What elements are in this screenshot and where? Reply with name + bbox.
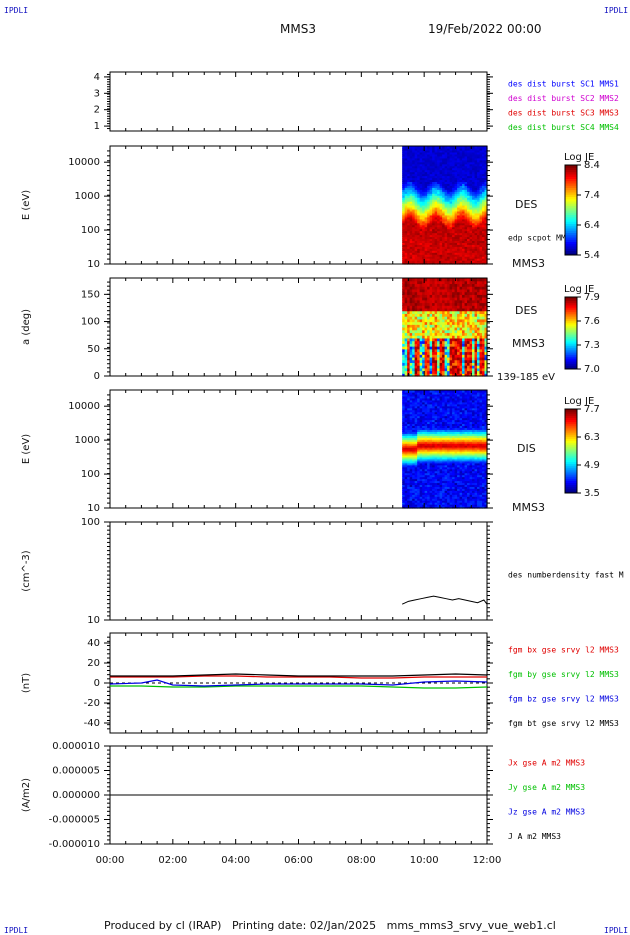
colorbar-tick-label: 6.4: [584, 220, 600, 231]
y-tick-label: 150: [81, 289, 100, 300]
y-tick-label: 100: [81, 225, 100, 236]
colorbar-tick-label: 5.4: [584, 250, 600, 261]
panel-label: DES: [515, 304, 537, 317]
y-tick-label: 4: [94, 72, 100, 83]
legend-entry: des dist burst SC3 MMS3: [508, 109, 619, 118]
panel-label: 139-185 eV: [497, 372, 555, 383]
legend-entry: des dist burst SC4 MMS4: [508, 123, 619, 132]
colorbar-tick-label: 7.9: [584, 292, 600, 303]
legend-entry: des dist burst SC2 MMS2: [508, 94, 619, 103]
panel-label: MMS3: [512, 337, 545, 350]
panel-label: MMS3: [512, 257, 545, 270]
y-tick-label: 2: [94, 105, 100, 116]
y-tick-label: 50: [87, 344, 100, 355]
y-tick-label: 1: [94, 121, 100, 132]
y-tick-label: 3: [94, 88, 100, 99]
colorbar-tick-label: 7.0: [584, 364, 600, 375]
colorbar-tick-label: 7.3: [584, 340, 600, 351]
colorbar-tick-label: 7.6: [584, 316, 600, 327]
panel-label: DES: [515, 198, 537, 211]
y-tick-label: 100: [81, 317, 100, 328]
y-tick-label: 1000: [75, 191, 100, 202]
panel-frame: [110, 72, 487, 131]
y-tick-label: 0: [94, 371, 100, 382]
y-tick-label: 10: [87, 259, 100, 270]
colorbar-tick-label: 8.4: [584, 160, 600, 171]
legend-entry: des dist burst SC1 MMS1: [508, 80, 619, 89]
colorbar-tick-label: 7.4: [584, 190, 600, 201]
y-axis-label: a (deg): [21, 309, 32, 345]
y-axis-label: E (eV): [21, 190, 32, 220]
y-tick-label: 10000: [68, 157, 100, 168]
